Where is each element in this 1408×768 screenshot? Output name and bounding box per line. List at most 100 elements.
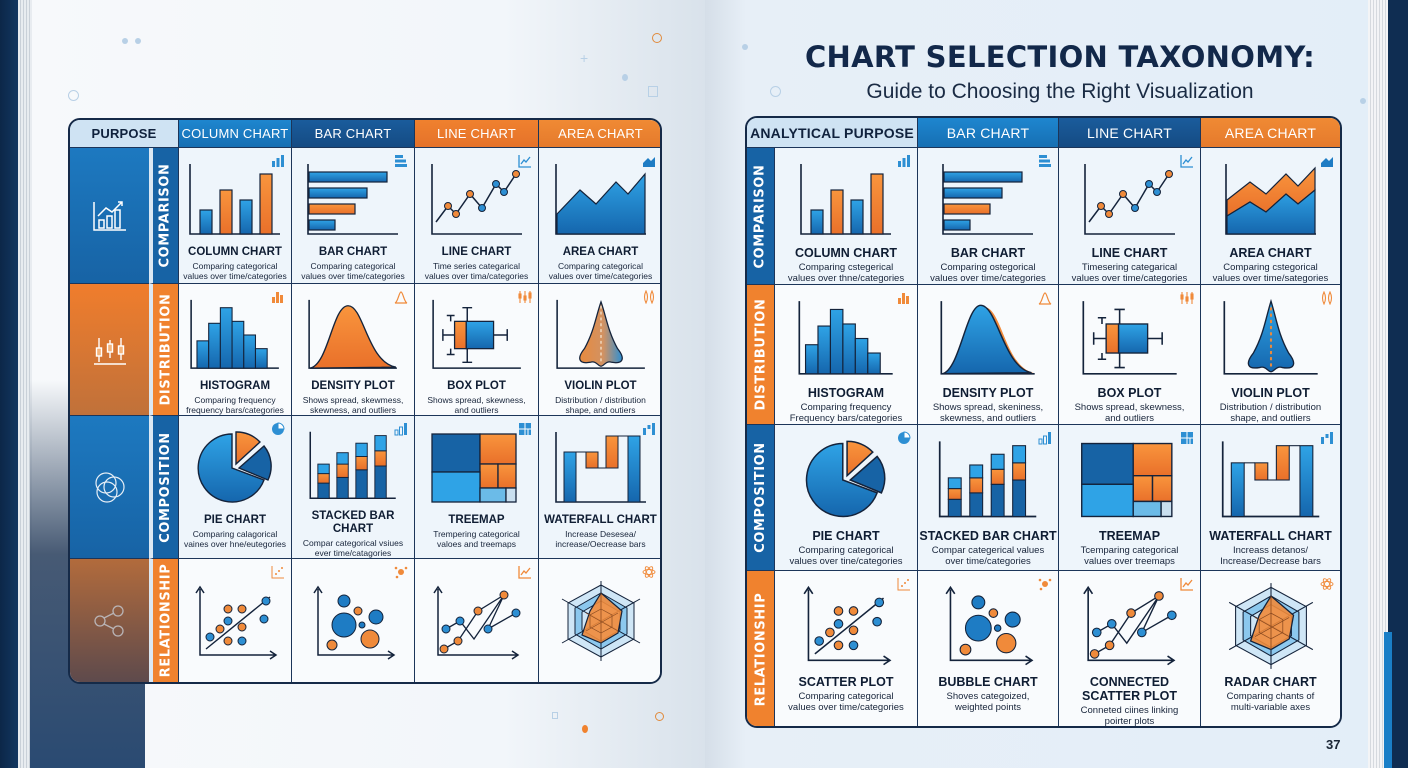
category-icon-distribution <box>70 284 149 416</box>
category-label-comparison: COMPARISON <box>747 148 775 285</box>
area-chart-illustration <box>546 160 656 240</box>
violin-icon <box>1321 291 1333 305</box>
chart-name: LINE CHART <box>1091 246 1168 260</box>
histogram-icon <box>898 293 909 304</box>
violin-plot-illustration <box>546 296 656 374</box>
bubble-illustration <box>929 583 1047 669</box>
cell-area-chart[interactable]: AREA CHART Comparing cstegorical values o… <box>1201 148 1340 285</box>
cell-treemap[interactable]: TREEMAP Trempering categorical valoes and… <box>415 416 539 559</box>
cell-violin-plot[interactable]: VIOLIN PLOT Distribution / distribution s… <box>1201 285 1340 425</box>
waterfall-icon <box>1321 432 1333 444</box>
book-spine <box>0 0 22 768</box>
header-purpose: PURPOSE <box>70 120 179 148</box>
scatter-icon <box>897 578 910 591</box>
chart-name: COLUMN CHART <box>188 246 282 258</box>
cell-pie-chart[interactable]: PIE CHART Comparing calagorical vaines ov… <box>179 416 292 559</box>
chart-name: AREA CHART <box>562 246 639 258</box>
cell-scatter-plot[interactable] <box>179 559 292 682</box>
cell-area-chart[interactable]: AREA CHART Comparing categorical values o… <box>539 148 660 284</box>
category-icon-relationship <box>70 559 149 682</box>
header-line-chart: LINE CHART <box>1059 118 1201 148</box>
cell-histogram[interactable]: HISTOGRAM Comparing frequency frequency b… <box>179 284 292 416</box>
cell-histogram[interactable]: HISTOGRAM Comparing frequency Frequency b… <box>775 285 918 425</box>
chart-name: WATERFALL CHART <box>544 514 657 526</box>
cell-waterfall-chart[interactable]: WATERFALL CHART Increass detanos/Increas… <box>1201 425 1340 571</box>
cell-line-chart[interactable]: LINE CHART Time series categarical values… <box>415 148 539 284</box>
box-plot-illustration <box>422 296 532 374</box>
line-chart-illustration <box>422 160 532 240</box>
cell-radar-chart[interactable] <box>539 559 660 682</box>
chart-growth-icon <box>92 200 126 231</box>
cell-radar-chart[interactable]: RADAR CHART Comparing chants of multi-var… <box>1201 571 1340 726</box>
box-plot-illustration <box>1071 297 1189 380</box>
cell-bubble-chart[interactable]: BUBBLE CHART Shoves categoized, weighted … <box>918 571 1059 726</box>
cell-stacked-bar-chart[interactable]: STACKED BAR CHART Compar categorical vsi… <box>292 416 415 559</box>
cell-waterfall-chart[interactable]: WATERFALL CHART Increase Desesea/increas… <box>539 416 660 559</box>
cell-column-chart[interactable]: COLUMN CHART Comparing cstegerical values… <box>775 148 918 285</box>
chart-name: COLUMN CHART <box>794 246 898 260</box>
chart-name: HISTOGRAM <box>807 386 885 400</box>
overlapping-circles-icon <box>94 472 125 503</box>
right-page-edges <box>1368 0 1388 768</box>
violin-plot-illustration <box>1212 297 1330 380</box>
stacked-bar-icon <box>394 423 407 436</box>
chart-name: DENSITY PLOT <box>311 380 395 392</box>
chart-name: RADAR CHART <box>1224 675 1317 689</box>
treemap-icon <box>519 423 531 435</box>
bell-curve-icon <box>1038 292 1052 305</box>
chart-name: SCATTER PLOT <box>798 675 894 689</box>
chart-name: STACKED BAR CHART <box>919 529 1057 543</box>
cell-box-plot[interactable]: BOX PLOT Shows spread, skewness, and outl… <box>1059 285 1201 425</box>
connected-scatter-illustration <box>1071 583 1189 669</box>
left-page-edges <box>18 0 32 768</box>
cell-connected-scatter[interactable] <box>415 559 539 682</box>
cell-connected-scatter[interactable]: CONNECTED SCATTER PLOT Conneted ciines li… <box>1059 571 1201 726</box>
cell-box-plot[interactable]: BOX PLOT Shows spread, skewness, and outl… <box>415 284 539 416</box>
column-chart-icon <box>272 155 284 167</box>
chart-description: Comparing frequency frequency bars/catego… <box>186 395 284 415</box>
scatter-illustration <box>787 583 905 669</box>
line-chart-icon <box>1180 155 1193 168</box>
treemap-icon <box>1181 432 1193 444</box>
chart-name: TREEMAP <box>1098 529 1161 543</box>
chart-name: TREEMAP <box>448 514 505 526</box>
chart-name: AREA CHART <box>1229 246 1312 260</box>
cell-column-chart[interactable]: COLUMN CHART Comparing categorical values… <box>179 148 292 284</box>
density-plot-illustration <box>298 296 408 374</box>
histogram-illustration <box>787 297 905 380</box>
density-plot-illustration <box>929 297 1047 380</box>
cell-density-plot[interactable]: DENSITY PLOT Shows spread, skewmess, skew… <box>292 284 415 416</box>
chart-description: Comparing cstegerical values over thne/ca… <box>787 262 905 284</box>
chart-name: BAR CHART <box>950 246 1026 260</box>
chart-description: Comparing categorical values over time/ca… <box>548 261 653 281</box>
cell-bubble-chart[interactable] <box>292 559 415 682</box>
radar-illustration <box>546 581 656 661</box>
cell-bar-chart[interactable]: BAR CHART Comparing ostegorical values ov… <box>918 148 1059 285</box>
scatter-icon <box>271 566 284 579</box>
cell-stacked-bar-chart[interactable]: STACKED BAR CHART Compar categerical val… <box>918 425 1059 571</box>
chart-description: Comparing chants of multi-variable axes <box>1226 691 1315 713</box>
cell-pie-chart[interactable]: PIE CHART Comparing categorical values ov… <box>775 425 918 571</box>
cell-line-chart[interactable]: LINE CHART Timesering categarical values … <box>1059 148 1201 285</box>
chart-description: Shoves categoized, weighted points <box>946 691 1030 713</box>
header-area-chart: AREA CHART <box>1201 118 1340 148</box>
chart-name: DENSITY PLOT <box>942 386 1034 400</box>
page-title: CHART SELECTION TAXONOMY: <box>804 40 1316 74</box>
cell-treemap[interactable]: TREEMAP Tcemparing categorical values ove… <box>1059 425 1201 571</box>
chart-name: VIOLIN PLOT <box>564 380 637 392</box>
chart-description: Comparing categorical values over tine/ca… <box>789 545 903 567</box>
chart-name: PIE CHART <box>812 529 880 543</box>
chart-name: BOX PLOT <box>447 380 506 392</box>
atom-icon <box>1320 578 1334 590</box>
cell-bar-chart[interactable]: BAR CHART Comparing categorical values ov… <box>292 148 415 284</box>
chart-description: Tcemparing categorical values over treema… <box>1080 545 1179 567</box>
cell-scatter-plot[interactable]: SCATTER PLOT Comparing categorical values… <box>775 571 918 726</box>
category-label-distribution: DISTRIBUTION <box>747 285 775 425</box>
bubble-icon <box>394 566 408 579</box>
category-label-relationship: RELATIONSHIP <box>747 571 775 726</box>
line-chart-icon <box>518 155 531 168</box>
cell-violin-plot[interactable]: VIOLIN PLOT Distribution / distribution s… <box>539 284 660 416</box>
pie-chart-illustration <box>180 428 290 508</box>
stacked-bar-icon <box>1038 432 1051 445</box>
cell-density-plot[interactable]: DENSITY PLOT Shows spread, skeniness, ske… <box>918 285 1059 425</box>
